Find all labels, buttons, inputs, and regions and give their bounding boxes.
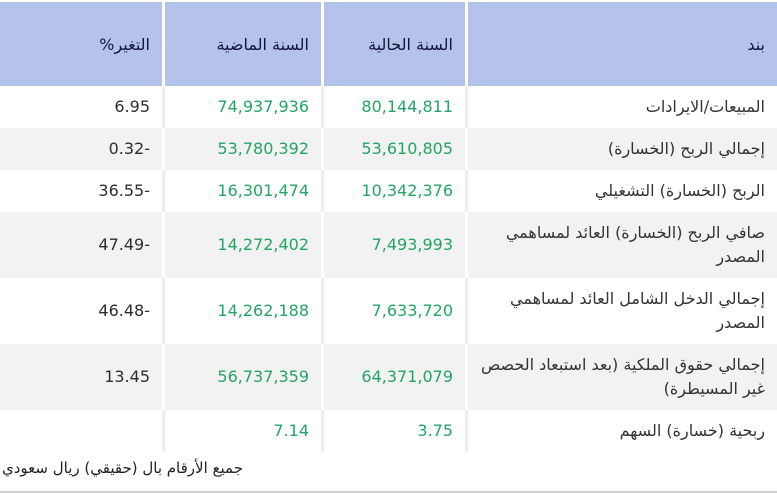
current-year-value: 7,493,993 — [371, 235, 453, 254]
table-row: إجمالي حقوق الملكية (بعد استبعاد الحصص غ… — [0, 344, 777, 410]
change-pct-value: 6.95 — [114, 97, 150, 116]
previous-year-value: 53,780,392 — [217, 139, 309, 158]
current-year-cell: 7,633,720 — [321, 278, 465, 344]
table-header-row: بند السنة الحالية السنة الماضية التغير% — [0, 2, 777, 86]
current-year-cell: 10,342,376 — [321, 170, 465, 212]
change-pct-value: 0.32- — [108, 139, 150, 158]
previous-year-cell: 14,262,188 — [162, 278, 321, 344]
change-pct-cell: 47.49- — [0, 212, 162, 278]
current-year-cell: 80,144,811 — [321, 86, 465, 128]
item-cell: ربحية (خسارة) السهم — [465, 410, 777, 452]
table-header: بند السنة الحالية السنة الماضية التغير% — [0, 2, 777, 86]
current-year-value: 10,342,376 — [361, 181, 453, 200]
footer-note: جميع الأرقام بال (حقيقي) ريال سعودي — [2, 459, 243, 477]
item-cell: إجمالي حقوق الملكية (بعد استبعاد الحصص غ… — [465, 344, 777, 410]
current-year-value: 64,371,079 — [361, 367, 453, 386]
table-body: المبيعات/الايرادات 80,144,811 74,937,936 6.… — [0, 86, 777, 452]
change-pct-cell: 36.55- — [0, 170, 162, 212]
previous-year-value: 14,262,188 — [217, 301, 309, 320]
current-year-cell: 7,493,993 — [321, 212, 465, 278]
table-row: صافي الربح (الخسارة) العائد لمساهمي المص… — [0, 212, 777, 278]
current-year-cell: 64,371,079 — [321, 344, 465, 410]
col-header-previous-year: السنة الماضية — [162, 2, 321, 86]
change-pct-cell — [0, 410, 162, 452]
col-header-change-pct: التغير% — [0, 2, 162, 86]
item-cell: المبيعات/الايرادات — [465, 86, 777, 128]
table-row: الربح (الخسارة) التشغيلي 10,342,376 16,301… — [0, 170, 777, 212]
table-row: إجمالي الربح (الخسارة) 53,610,805 53,780,3… — [0, 128, 777, 170]
col-header-item: بند — [465, 2, 777, 86]
previous-year-value: 74,937,936 — [217, 97, 309, 116]
previous-year-cell: 14,272,402 — [162, 212, 321, 278]
change-pct-value: 46.48- — [98, 301, 150, 320]
change-pct-cell: 6.95 — [0, 86, 162, 128]
current-year-value: 80,144,811 — [361, 97, 453, 116]
previous-year-cell: 74,937,936 — [162, 86, 321, 128]
change-pct-value: 13.45 — [104, 367, 150, 386]
financials-comparison-table: بند السنة الحالية السنة الماضية التغير% … — [0, 2, 777, 452]
change-pct-cell: 13.45 — [0, 344, 162, 410]
current-year-cell: 3.75 — [321, 410, 465, 452]
change-pct-cell: 46.48- — [0, 278, 162, 344]
change-pct-value: 47.49- — [98, 235, 150, 254]
col-header-current-year: السنة الحالية — [321, 2, 465, 86]
table-row: المبيعات/الايرادات 80,144,811 74,937,936 6.… — [0, 86, 777, 128]
item-cell: صافي الربح (الخسارة) العائد لمساهمي المص… — [465, 212, 777, 278]
table-row: ربحية (خسارة) السهم 3.75 7.14 — [0, 410, 777, 452]
item-cell: إجمالي الربح (الخسارة) — [465, 128, 777, 170]
previous-year-cell: 53,780,392 — [162, 128, 321, 170]
current-year-value: 7,633,720 — [371, 301, 453, 320]
table-row: إجمالي الدخل الشامل العائد لمساهمي المصد… — [0, 278, 777, 344]
current-year-value: 3.75 — [417, 421, 453, 440]
previous-year-value: 7.14 — [273, 421, 309, 440]
item-cell: الربح (الخسارة) التشغيلي — [465, 170, 777, 212]
previous-year-cell: 7.14 — [162, 410, 321, 452]
previous-year-value: 14,272,402 — [217, 235, 309, 254]
change-pct-cell: 0.32- — [0, 128, 162, 170]
previous-year-cell: 56,737,359 — [162, 344, 321, 410]
previous-year-cell: 16,301,474 — [162, 170, 321, 212]
previous-year-value: 16,301,474 — [217, 181, 309, 200]
item-cell: إجمالي الدخل الشامل العائد لمساهمي المصد… — [465, 278, 777, 344]
current-year-value: 53,610,805 — [361, 139, 453, 158]
current-year-cell: 53,610,805 — [321, 128, 465, 170]
change-pct-value: 36.55- — [98, 181, 150, 200]
previous-year-value: 56,737,359 — [217, 367, 309, 386]
